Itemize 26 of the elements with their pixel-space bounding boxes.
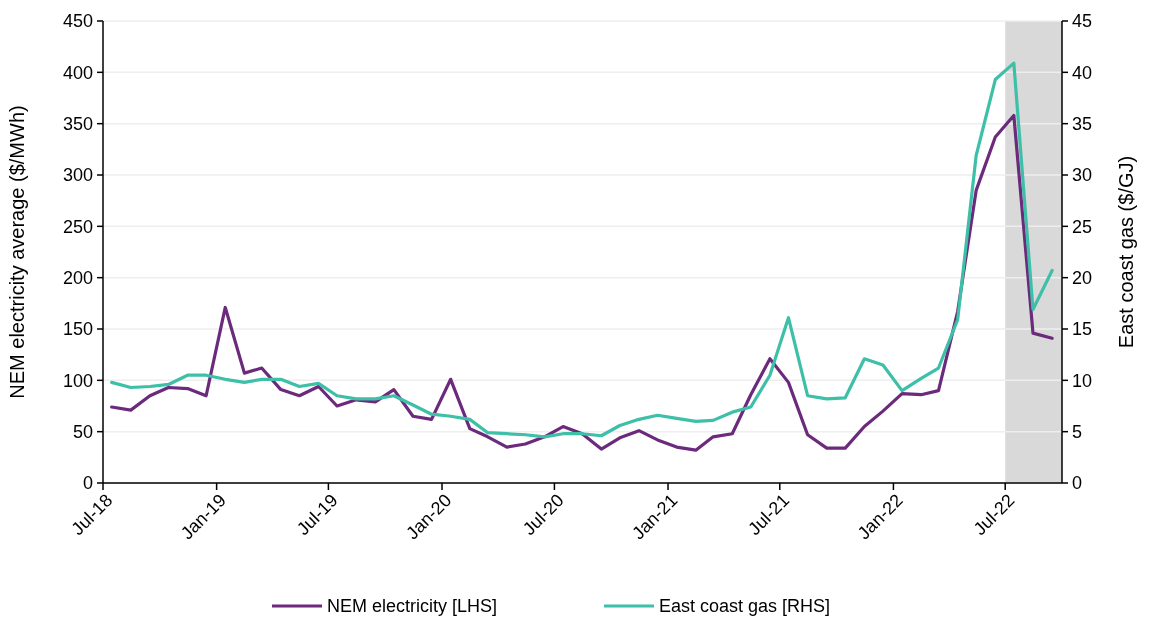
y-tick-label: 250 — [62, 216, 93, 237]
y-tick-label: 350 — [62, 113, 93, 134]
y2-tick-label: 30 — [1072, 165, 1093, 186]
y-tick-label: 200 — [62, 267, 93, 288]
line-series — [110, 113, 1054, 452]
y2-tick-label: 25 — [1072, 216, 1093, 237]
y-tick-label: 400 — [62, 62, 93, 83]
y-tick-label: 0 — [82, 473, 93, 494]
y2-tick-label: 45 — [1072, 11, 1093, 32]
y-tick-label: 150 — [62, 319, 93, 340]
y-axis-title: NEM electricity average ($/MWh) — [6, 105, 28, 399]
legend-label: NEM electricity [LHS] — [327, 596, 498, 617]
line-series — [110, 61, 1054, 439]
legend-label: East coast gas [RHS] — [659, 596, 831, 617]
y2-tick-label: 10 — [1072, 370, 1093, 391]
y-tick-label: 50 — [72, 421, 93, 442]
y2-tick-label: 20 — [1072, 267, 1093, 288]
y-tick-label: 100 — [62, 370, 93, 391]
y2-axis-title: East coast gas ($/GJ) — [1115, 155, 1137, 349]
y-tick-label: 450 — [62, 11, 93, 32]
y2-tick-label: 40 — [1072, 62, 1093, 83]
y2-tick-label: 5 — [1072, 421, 1083, 442]
y2-tick-label: 0 — [1072, 473, 1083, 494]
y-tick-label: 300 — [62, 165, 93, 186]
y2-tick-label: 35 — [1072, 113, 1093, 134]
y2-tick-label: 15 — [1072, 319, 1093, 340]
